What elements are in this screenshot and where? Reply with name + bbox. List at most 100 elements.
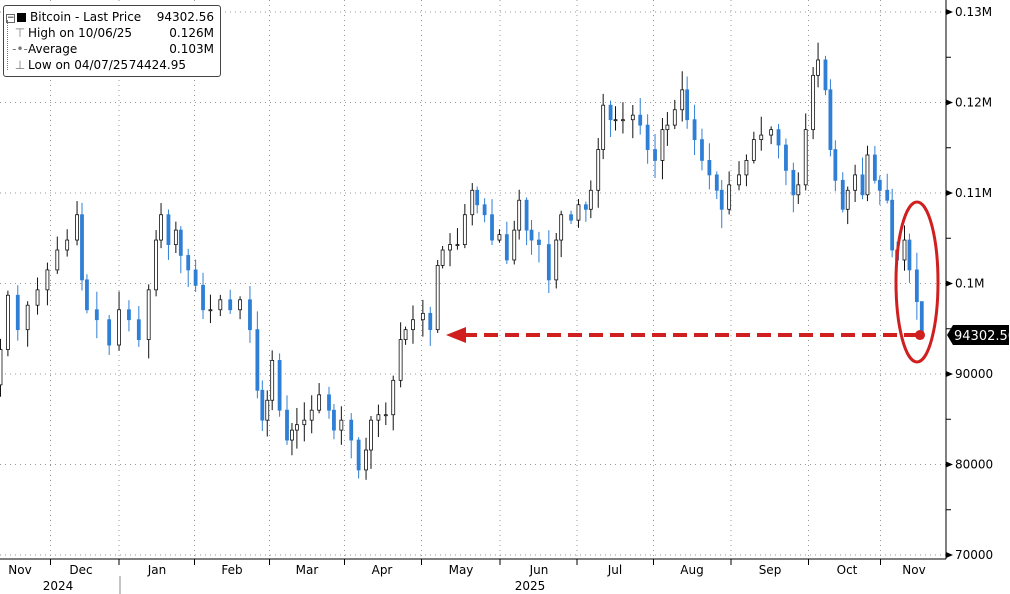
candle-body	[435, 264, 440, 331]
candle-body	[228, 299, 233, 311]
candle	[448, 233, 452, 267]
candle-body	[613, 119, 618, 122]
candle-body	[707, 160, 712, 176]
legend: − Bitcoin - Last Price 94302.56 ⊤ High on …	[3, 5, 221, 77]
candle-body	[828, 89, 833, 150]
candle	[166, 209, 171, 260]
average-marker-icon: -•-	[12, 42, 28, 56]
candle-body	[672, 109, 677, 126]
last-price-tag-bg	[947, 325, 1009, 346]
candle-body	[759, 134, 764, 141]
tick-marker-icon	[946, 552, 953, 558]
candle	[290, 422, 294, 456]
year-label-2024: 2024	[43, 579, 74, 593]
candle-body	[238, 299, 242, 311]
candle-body	[398, 339, 403, 381]
candle	[583, 201, 588, 222]
candle	[744, 154, 749, 187]
candle-body	[517, 199, 522, 231]
candle	[309, 395, 314, 434]
tick-marker-icon	[946, 9, 953, 15]
candle	[608, 100, 613, 138]
candle-body	[55, 249, 60, 271]
candle-body	[685, 89, 690, 121]
candle-body	[332, 409, 336, 431]
x-tick-label: Nov	[8, 563, 31, 577]
candle-body	[80, 214, 84, 281]
candle-body	[583, 204, 588, 210]
candle	[919, 301, 924, 336]
candle-body	[714, 174, 719, 191]
candle	[517, 189, 522, 240]
candle-body	[512, 229, 517, 261]
candle	[554, 232, 559, 289]
candle-body	[737, 174, 741, 186]
candle	[816, 42, 820, 88]
candle	[512, 220, 517, 265]
candle-body	[186, 255, 191, 271]
candle-body	[537, 239, 541, 245]
candle	[588, 180, 593, 219]
candle-body	[621, 119, 625, 122]
candle	[776, 123, 781, 159]
candle	[260, 380, 265, 431]
candles	[0, 42, 924, 480]
candle	[193, 259, 198, 292]
candle-body	[420, 312, 425, 321]
x-tick-label: Feb	[221, 563, 242, 577]
candle	[462, 203, 467, 249]
candle-body	[285, 409, 289, 441]
candle-body	[919, 301, 924, 336]
candle-body	[302, 419, 307, 426]
candle	[865, 145, 870, 202]
candle	[45, 262, 50, 306]
candle	[411, 305, 415, 344]
candle	[117, 291, 121, 351]
candle-body	[769, 129, 774, 136]
candle	[576, 199, 581, 228]
candle-body	[107, 319, 112, 346]
candle	[823, 55, 828, 96]
collapse-icon[interactable]: −	[6, 13, 15, 23]
candle	[700, 128, 704, 171]
candle	[490, 199, 494, 246]
candle	[537, 231, 541, 263]
candle	[727, 171, 732, 215]
candle-body	[403, 329, 408, 341]
candle	[218, 294, 223, 317]
x-tick-label: Oct	[837, 563, 858, 577]
candle-body	[630, 114, 635, 121]
candle	[714, 171, 719, 200]
candle-body	[327, 394, 331, 411]
candle	[75, 201, 79, 246]
candle	[255, 311, 260, 399]
candle-body	[294, 424, 299, 431]
candle	[791, 162, 796, 213]
candle	[265, 390, 270, 437]
candle	[364, 437, 368, 480]
candle	[811, 67, 816, 140]
candle	[403, 326, 408, 345]
candle-body	[885, 189, 890, 201]
candle-body	[865, 154, 870, 196]
candle-body	[65, 239, 70, 251]
candle	[186, 248, 191, 288]
candle	[327, 386, 331, 419]
candle-body	[440, 249, 445, 266]
candle	[907, 233, 912, 283]
candle-body	[546, 244, 551, 281]
candle-body	[218, 299, 223, 311]
legend-row-last-price: − Bitcoin - Last Price 94302.56	[6, 9, 216, 25]
legend-low-label: Low on 04/07/25	[28, 58, 129, 72]
candle-body	[356, 439, 361, 471]
candle	[440, 245, 445, 269]
legend-average-label: Average	[28, 42, 78, 56]
candle	[885, 173, 890, 204]
candle	[613, 106, 618, 131]
candle	[737, 161, 741, 191]
x-tick-label: May	[449, 563, 474, 577]
candle	[248, 285, 252, 343]
x-tick-label: Sep	[759, 563, 782, 577]
candle	[796, 172, 801, 204]
